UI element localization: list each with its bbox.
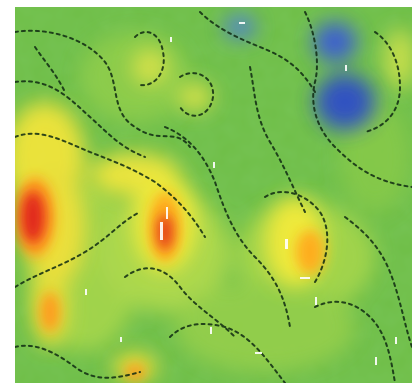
blue-lows [224,15,375,130]
heatmap-image [15,7,412,383]
white-speckles [85,22,397,365]
contour-lines [15,11,412,383]
map-frame [15,7,412,383]
